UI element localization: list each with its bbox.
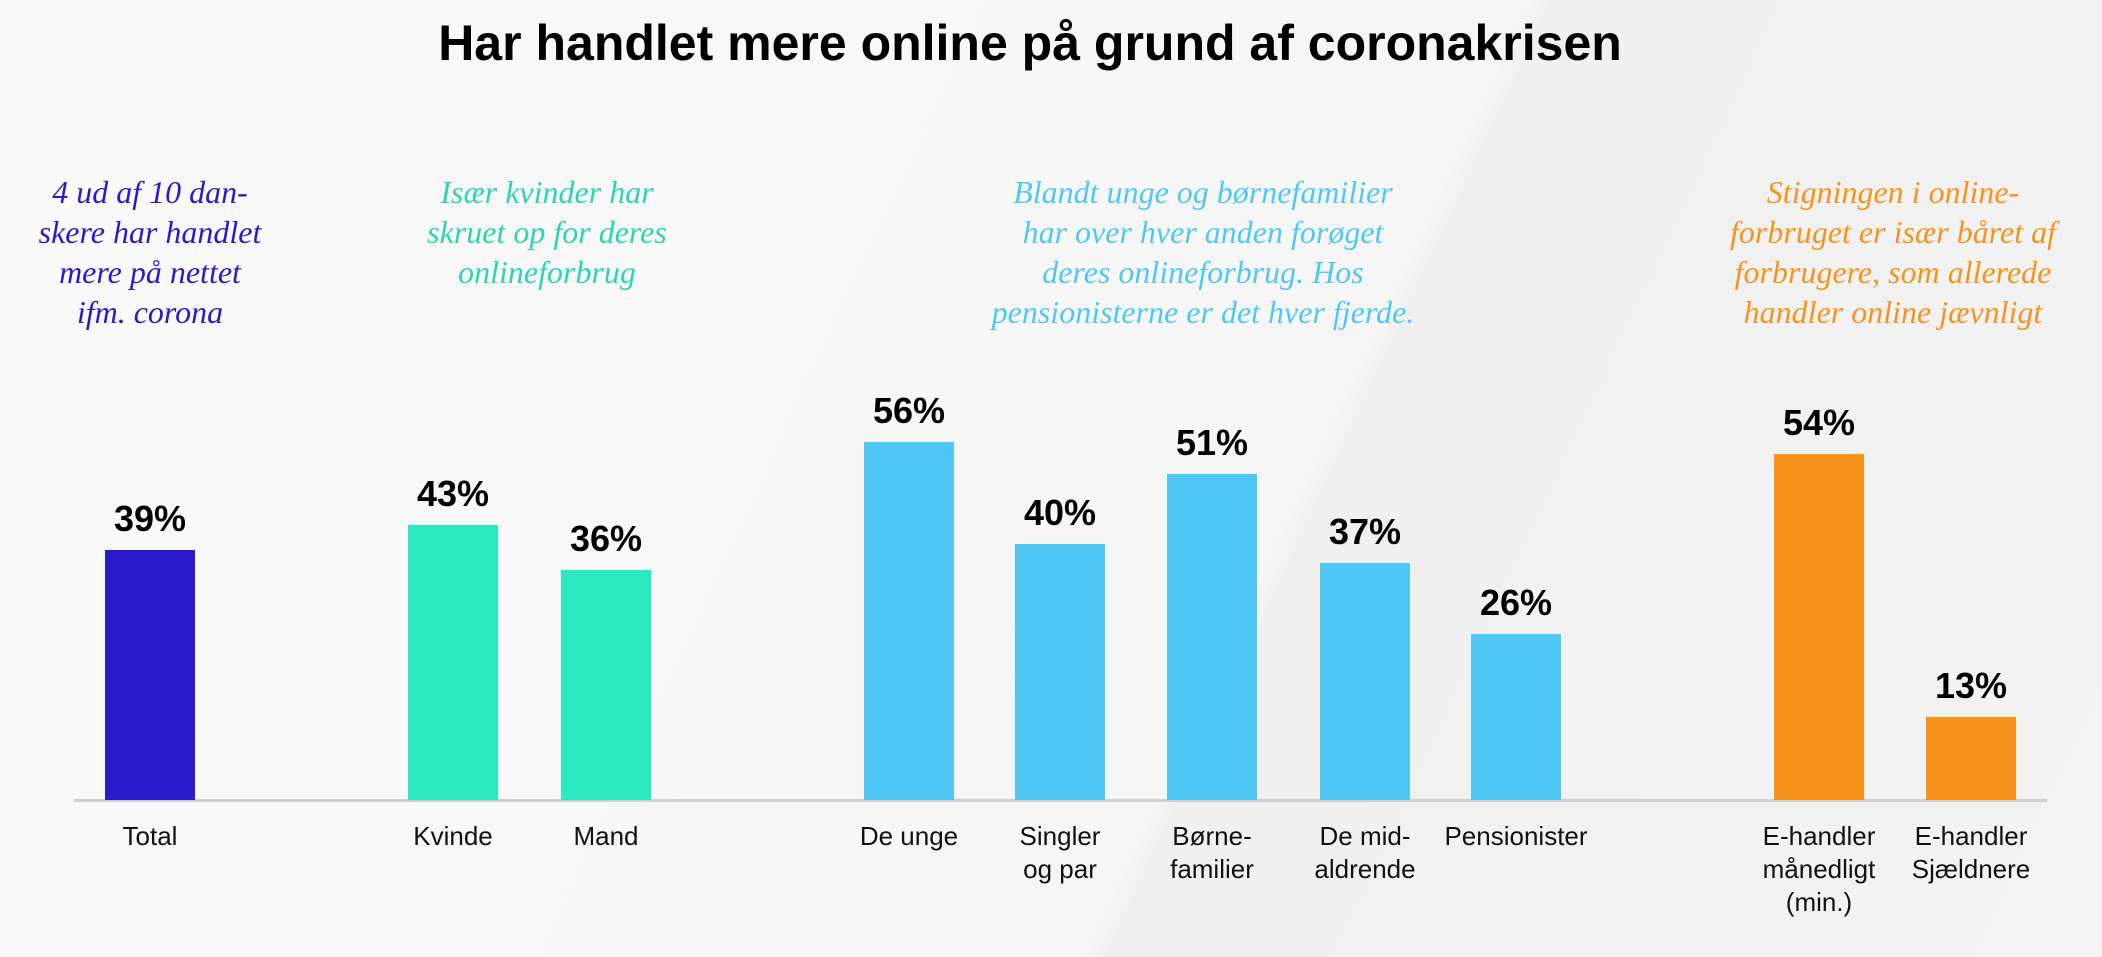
value-label: 39% [113,498,187,540]
value-label: 37% [1328,511,1402,553]
value-label: 54% [1782,402,1856,444]
x-tick-label: Pensionister [1444,821,1588,851]
annotation: Blandt unge og børnefamilier har over hv… [991,174,1415,330]
x-tick-label: Mand [573,821,639,851]
x-tick-label: E-handler Sjældnere [1911,821,2031,884]
value-label: 13% [1934,664,2008,706]
x-tick-label: Børne- familier [1170,821,1254,884]
x-tick-label: De unge [859,821,959,851]
annotation: Stigningen i online- forbruget er især b… [1730,174,2056,330]
bar [1926,716,2016,800]
annotation: 4 ud af 10 dan- skere har handlet mere p… [38,174,262,330]
bar [105,550,195,800]
value-label: 51% [1175,421,1249,463]
x-tick-label: Total [122,821,178,851]
x-tick-label: E-handler månedligt (min.) [1762,821,1876,917]
bar [1320,563,1410,800]
value-label: 56% [872,389,946,431]
bar [1015,544,1105,800]
value-label: 26% [1479,581,1553,623]
x-tick-label: Singler og par [1019,821,1101,884]
bar [1167,473,1257,800]
value-label: 36% [569,517,643,559]
annotation: Især kvinder har skruet op for deres onl… [427,174,667,290]
bar [561,569,651,800]
bar [864,441,954,800]
bar [408,524,498,800]
value-label: 40% [1023,492,1097,533]
value-label: 43% [416,472,490,514]
bar [1471,633,1561,800]
baseline [74,799,2047,802]
chart-title: Har handlet mere online på grund af coro… [438,15,1622,71]
x-tick-label: Kvinde [413,821,493,851]
bar [1774,454,1864,800]
x-tick-label: De mid- aldrende [1314,821,1416,884]
